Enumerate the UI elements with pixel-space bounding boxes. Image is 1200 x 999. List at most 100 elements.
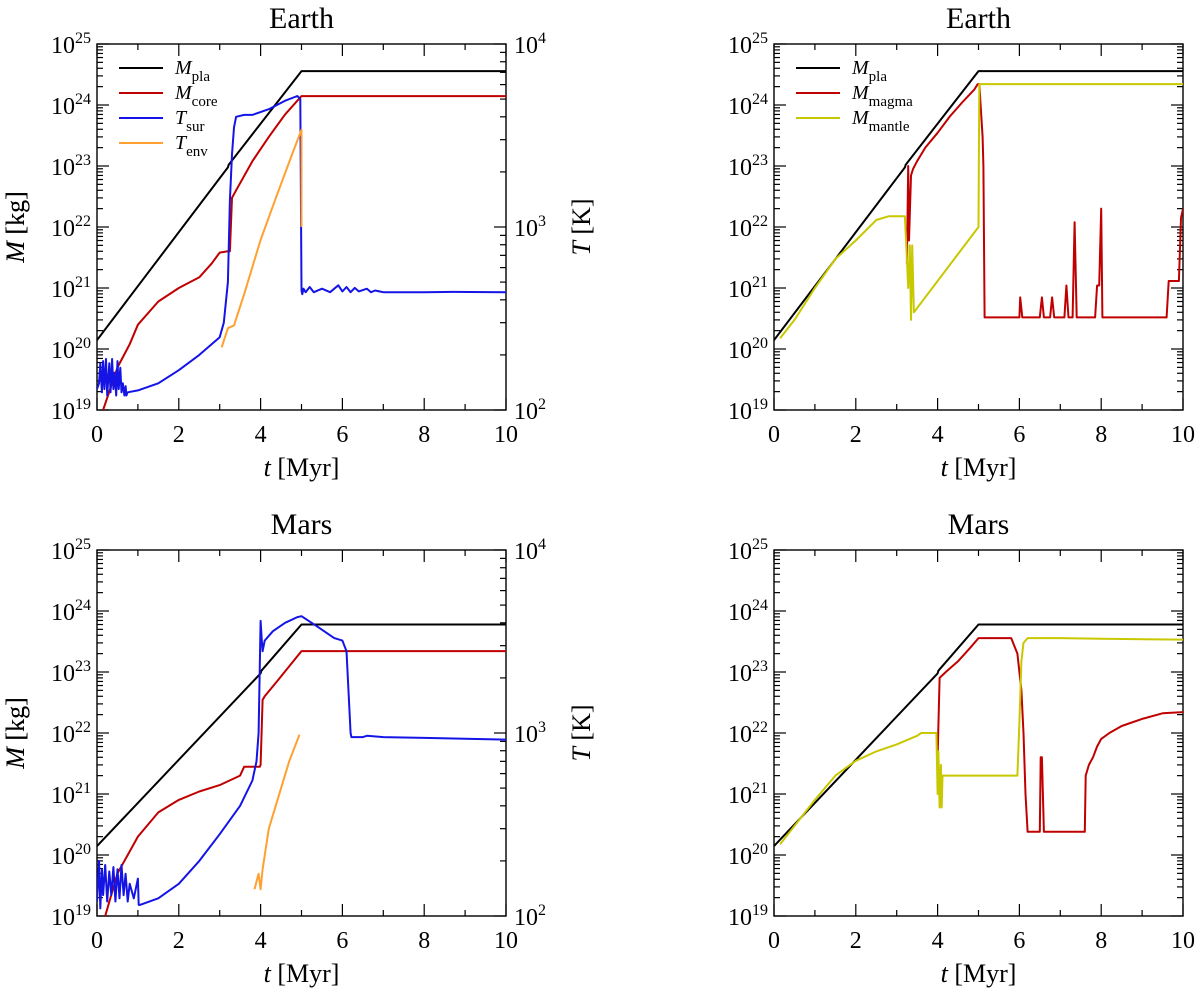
chart-title: Earth: [946, 2, 1011, 35]
x-tick-label: 2: [850, 928, 862, 954]
chart-title: Earth: [269, 2, 334, 35]
x-tick-label: 10: [1171, 422, 1195, 448]
y-tick-label: 1021: [51, 780, 91, 809]
x-tick-label: 4: [932, 928, 944, 954]
x-tick-label: 4: [255, 928, 267, 954]
plot-frame: [773, 549, 1184, 917]
y-tick-label: 1019: [728, 902, 768, 931]
y2-tick-label: 102: [514, 396, 546, 425]
series-m-pla-line: [774, 70, 1183, 341]
x-tick-label: 10: [494, 422, 518, 448]
x-tick-label: 2: [173, 422, 185, 448]
panel-mars-temperature: Mars 0 2 4 6 8 10 1019 1020 1021 1022 1023 1024 1025 1…: [1, 508, 596, 988]
series-m-magma-line: [936, 637, 1183, 833]
y-tick-label: 1022: [51, 213, 91, 242]
y-axis-label: M [kg]: [1, 697, 30, 770]
x-tick-label: 6: [1013, 422, 1025, 448]
y-tick-label: 1020: [728, 335, 768, 364]
legend-label: Mpla: [174, 57, 210, 85]
y-tick-label: 1025: [51, 536, 91, 565]
y-tick-label: 1020: [51, 335, 91, 364]
series-group: [97, 615, 506, 916]
y-tick-label: 1022: [51, 719, 91, 748]
y-tick-label: 1021: [728, 274, 768, 303]
series-t-env-line: [220, 128, 303, 348]
y-tick-label: 1025: [51, 30, 91, 59]
y2-axis-label: T [K]: [567, 704, 596, 761]
x-tick-label: 6: [336, 928, 348, 954]
legend-label: Mpla: [851, 57, 887, 85]
y-axis-label: M [kg]: [1, 191, 30, 264]
series-m-core-line: [102, 95, 506, 410]
legend-label: Mmagma: [851, 82, 913, 110]
x-tick-label: 0: [768, 928, 780, 954]
y-tick-label: 1024: [728, 91, 768, 120]
y2-tick-label: 102: [514, 902, 546, 931]
series-group: [774, 70, 1183, 341]
y2-tick-label: 103: [514, 719, 546, 748]
series-group: [774, 623, 1183, 847]
x-axis-label: t [Myr]: [264, 959, 340, 988]
y-tick-label: 1019: [728, 396, 768, 425]
y2-tick-label: 103: [514, 213, 546, 242]
x-tick-label: 8: [418, 422, 430, 448]
y-tick-label: 1024: [728, 597, 768, 626]
series-t-env-line: [253, 734, 301, 891]
x-tick-label: 4: [932, 422, 944, 448]
x-axis-label: t [Myr]: [941, 453, 1017, 482]
y-tick-label: 1019: [51, 902, 91, 931]
x-tick-label: 10: [1171, 928, 1195, 954]
y-tick-label: 1022: [728, 213, 768, 242]
legend-label: Mcore: [174, 82, 218, 110]
y-tick-label: 1023: [728, 658, 768, 687]
y-axis-label: M [kg]: [1, 191, 30, 264]
x-tick-label: 8: [418, 928, 430, 954]
series-m-pla-line: [97, 623, 506, 847]
y-tick-label: 1025: [728, 30, 768, 59]
x-tick-label: 10: [494, 928, 518, 954]
y-tick-label: 1021: [51, 274, 91, 303]
panel-earth-temperature: Earth 0 2 4 6 8 10 1019 1020 1021 1022 1023 1024 1025…: [1, 2, 596, 482]
series-m-mantle-line: [779, 637, 1183, 845]
plot-frame: [96, 549, 507, 917]
legend-label: Mmantle: [851, 107, 910, 135]
y-tick-label: 1024: [51, 597, 91, 626]
series-group: [97, 70, 506, 410]
y-axis-label: M [kg]: [1, 697, 30, 770]
y-tick-label: 1025: [728, 536, 768, 565]
chart-title: Mars: [948, 508, 1010, 541]
x-tick-label: 2: [850, 422, 862, 448]
series-m-core-line: [104, 650, 506, 916]
series-m-pla-line: [97, 70, 506, 341]
x-axis-label: t [Myr]: [941, 959, 1017, 988]
series-m-magma-line: [905, 83, 1183, 319]
y-tick-label: 1020: [728, 841, 768, 870]
x-tick-label: 0: [768, 422, 780, 448]
series-m-mantle-line: [779, 83, 1183, 339]
y-tick-label: 1023: [51, 658, 91, 687]
y-tick-label: 1023: [728, 152, 768, 181]
y-tick-label: 1021: [728, 780, 768, 809]
y-tick-label: 1019: [51, 396, 91, 425]
x-axis-label: t [Myr]: [264, 453, 340, 482]
chart-title: Mars: [271, 508, 333, 541]
y-tick-label: 1022: [728, 719, 768, 748]
x-tick-label: 4: [255, 422, 267, 448]
x-tick-label: 8: [1095, 928, 1107, 954]
legend-label: Tenv: [175, 132, 208, 160]
x-tick-label: 0: [91, 422, 103, 448]
legend-label: Tsur: [175, 107, 204, 135]
x-tick-label: 8: [1095, 422, 1107, 448]
y2-tick-label: 104: [514, 30, 546, 59]
x-tick-label: 2: [173, 928, 185, 954]
y-tick-label: 1020: [51, 841, 91, 870]
y-tick-label: 1024: [51, 91, 91, 120]
x-tick-label: 0: [91, 928, 103, 954]
y-tick-label: 1023: [51, 152, 91, 181]
series-t-sur-line: [97, 95, 506, 397]
y2-axis-label: T [K]: [567, 198, 596, 255]
